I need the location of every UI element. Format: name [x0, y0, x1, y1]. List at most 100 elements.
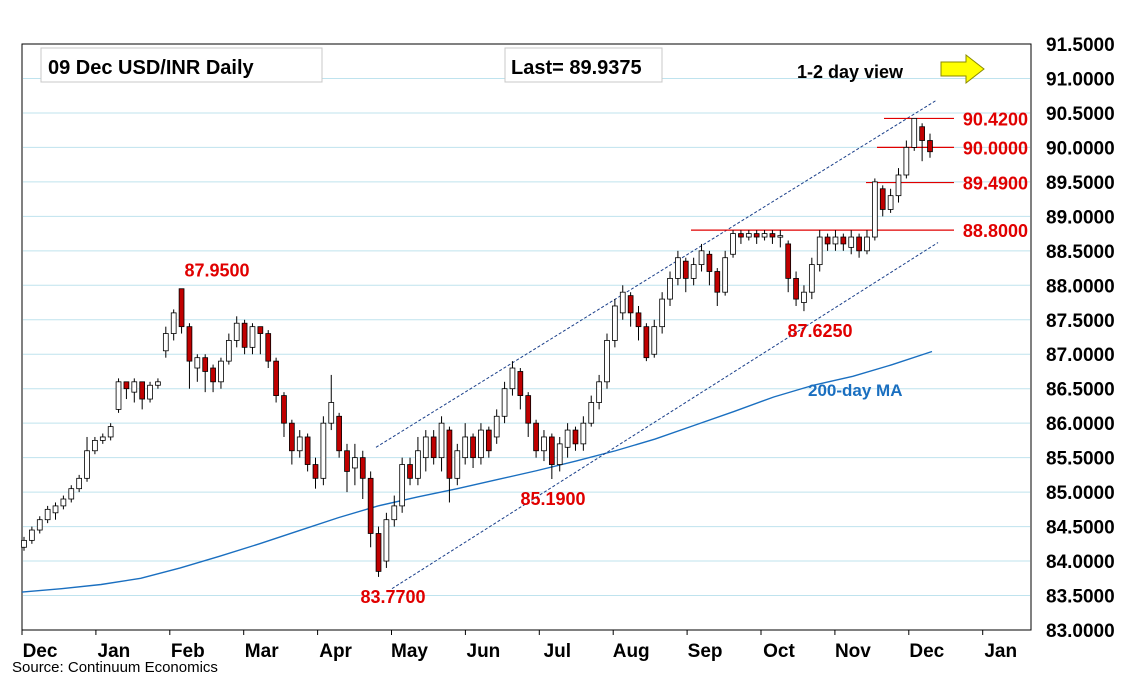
- y-tick-label: 90.0000: [1046, 138, 1115, 159]
- candle-body: [462, 436, 469, 459]
- candle-body: [139, 381, 146, 400]
- y-axis-ticks: 91.5000 91.0000 90.5000 90.0000 89.5000 89.00…: [1046, 35, 1115, 642]
- candle: [233, 316, 240, 348]
- candle-body: [478, 429, 484, 459]
- candle-body: [218, 360, 224, 383]
- candle-body: [667, 277, 673, 300]
- level-label: 89.4900: [963, 174, 1028, 194]
- candle-body: [777, 235, 784, 238]
- candle-body: [383, 519, 390, 562]
- candle: [793, 271, 799, 306]
- candle-body: [824, 236, 831, 245]
- candle-body: [170, 312, 177, 334]
- candle-body: [816, 236, 823, 266]
- channel-lower-line: [391, 242, 939, 590]
- candle: [273, 357, 279, 403]
- candle: [375, 526, 382, 577]
- candle: [872, 178, 878, 241]
- candle: [927, 133, 933, 158]
- candle-body: [186, 326, 193, 362]
- candle: [281, 392, 287, 437]
- x-axis-ticks: Dec Jan Feb Mar Apr May Jun Jul Aug Sep Oct Nov Dec J…: [21, 630, 1017, 662]
- candle: [485, 426, 492, 458]
- candle-body: [738, 233, 744, 238]
- candle-body: [509, 367, 516, 390]
- chart-title: 09 Dec USD/INR Daily: [48, 57, 255, 79]
- candle-body: [375, 533, 382, 572]
- right-arrow-icon: [940, 53, 985, 85]
- candle: [745, 230, 752, 241]
- candle-body: [832, 236, 839, 245]
- candle: [155, 378, 161, 389]
- candle-body: [588, 402, 595, 424]
- candle: [21, 536, 27, 551]
- candle-body: [840, 236, 847, 245]
- view-label: 1-2 day view: [797, 62, 904, 82]
- candle-body: [84, 450, 90, 479]
- last-price: Last= 89.9375: [511, 57, 642, 79]
- x-tick-label: Feb: [171, 641, 205, 662]
- candle: [478, 423, 484, 465]
- title-box: [40, 47, 323, 83]
- y-tick-label: 83.0000: [1046, 621, 1115, 642]
- candle: [667, 271, 673, 306]
- y-tick-label: 88.0000: [1046, 276, 1115, 297]
- candle-body: [391, 505, 398, 521]
- candle: [84, 436, 90, 482]
- candle-body: [525, 395, 532, 424]
- candle: [738, 230, 744, 244]
- candle-body: [257, 326, 264, 334]
- candle-body: [564, 429, 571, 448]
- x-tick-label: Dec: [23, 641, 58, 662]
- ma-200-line: [21, 350, 933, 593]
- candle: [218, 357, 224, 389]
- candle: [596, 374, 602, 410]
- candle: [903, 140, 910, 179]
- candle-body: [249, 326, 256, 348]
- candle: [690, 257, 697, 286]
- candle-body: [808, 264, 815, 293]
- candle-body: [927, 140, 933, 153]
- candle-body: [233, 322, 240, 341]
- candle: [824, 233, 831, 251]
- candle-body: [919, 126, 925, 141]
- candle: [438, 416, 445, 472]
- candle-body: [887, 195, 894, 210]
- candle-body: [879, 188, 886, 210]
- x-tick-label: Nov: [835, 641, 871, 662]
- candle: [123, 381, 130, 400]
- annotation-label: 87.9500: [184, 261, 249, 281]
- candle: [170, 309, 177, 341]
- candle-body: [572, 429, 579, 445]
- x-tick-label: Mar: [245, 641, 279, 662]
- candle-body: [210, 367, 216, 383]
- candle-body: [911, 118, 918, 148]
- candle: [580, 416, 587, 451]
- candle: [651, 319, 658, 358]
- candle-body: [517, 371, 524, 396]
- y-tick-label: 89.0000: [1046, 207, 1115, 228]
- candle-body: [493, 415, 500, 438]
- candle: [879, 185, 886, 217]
- candle: [422, 430, 429, 472]
- candle: [753, 230, 760, 244]
- candle-body: [92, 440, 98, 452]
- candle: [304, 433, 311, 472]
- candle-body: [367, 477, 374, 534]
- candle: [612, 299, 618, 348]
- candle-body: [848, 236, 855, 248]
- candle: [682, 257, 689, 293]
- candle-body: [698, 250, 705, 266]
- candle: [383, 512, 390, 568]
- candle-body: [438, 422, 445, 459]
- y-tick-label: 84.5000: [1046, 518, 1115, 539]
- candle: [714, 268, 721, 306]
- candle: [493, 409, 500, 444]
- y-tick-label: 85.0000: [1046, 483, 1115, 504]
- candle: [225, 333, 232, 365]
- candle-body: [162, 333, 169, 352]
- candle-body: [194, 357, 201, 369]
- y-tick-label: 91.0000: [1046, 69, 1115, 90]
- candle-body: [115, 381, 122, 410]
- candle: [525, 392, 532, 437]
